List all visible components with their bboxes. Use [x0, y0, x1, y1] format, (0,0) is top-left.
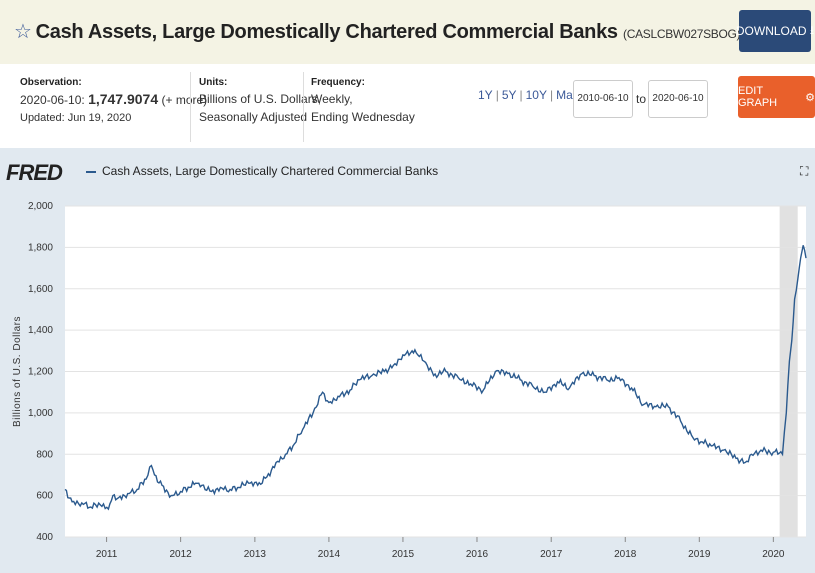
x-tick-label: 2012 — [169, 549, 192, 560]
x-tick-label: 2014 — [318, 549, 341, 560]
y-tick-label: 400 — [36, 532, 53, 543]
x-tick-label: 2020 — [762, 549, 785, 560]
range-10y[interactable]: 10Y — [525, 88, 547, 102]
y-tick-label: 800 — [36, 449, 53, 460]
start-date-input[interactable]: 2010-06-10 — [573, 80, 633, 118]
observation-date: 2020-06-10: — [20, 93, 85, 107]
observation-block: Observation: 2020-06-10: 1,747.9074 (+ m… — [20, 76, 207, 127]
observation-label: Observation: — [20, 77, 82, 88]
units-line2: Seasonally Adjusted — [199, 110, 308, 124]
chart-legend: Cash Assets, Large Domestically Chartere… — [86, 164, 438, 178]
fullscreen-icon[interactable]: ⛶ — [800, 164, 809, 178]
updated-text: Updated: Jun 19, 2020 — [20, 112, 132, 124]
units-line1: Billions of U.S. Dollars, — [199, 92, 322, 106]
frequency-line1: Weekly, — [311, 92, 353, 106]
series-title: Cash Assets, Large Domestically Chartere… — [35, 21, 618, 43]
download-label: DOWNLOAD — [735, 24, 807, 38]
legend-swatch — [86, 170, 96, 173]
x-tick-label: 2015 — [392, 549, 415, 560]
x-tick-label: 2018 — [614, 549, 637, 560]
observation-value: 1,747.9074 — [88, 91, 159, 107]
y-tick-label: 1,600 — [28, 284, 53, 295]
units-label: Units: — [199, 77, 228, 88]
divider — [190, 72, 191, 142]
star-icon[interactable]: ☆ — [14, 21, 32, 43]
x-tick-label: 2013 — [244, 549, 267, 560]
edit-graph-button[interactable]: EDIT GRAPH ⚙ — [738, 76, 815, 118]
series-meta: Observation: 2020-06-10: 1,747.9074 (+ m… — [0, 64, 815, 148]
to-label: to — [636, 92, 647, 106]
y-tick-label: 1,200 — [28, 367, 53, 378]
page-title: ☆ Cash Assets, Large Domestically Charter… — [14, 19, 741, 44]
divider — [303, 72, 304, 142]
y-tick-label: 600 — [36, 491, 53, 502]
range-selector: 1Y | 5Y | 10Y | Max — [478, 88, 579, 102]
range-1y[interactable]: 1Y — [478, 88, 493, 102]
y-tick-label: 1,400 — [28, 325, 53, 336]
frequency-label: Frequency: — [311, 77, 365, 88]
line-chart: 400 600 800 1,000 1,200 1,400 1,600 1,800 2,000 2… — [12, 201, 807, 560]
observation-more-link[interactable]: (+ more) — [161, 93, 208, 107]
title-bar: ☆ Cash Assets, Large Domestically Charter… — [0, 0, 815, 64]
units-block: Units: Billions of U.S. Dollars, Seasona… — [199, 76, 321, 126]
download-icon: ⭳ — [809, 22, 815, 37]
x-tick-label: 2017 — [540, 549, 563, 560]
chart-area: FRED Cash Assets, Large Domestically Cha… — [0, 148, 815, 573]
series-code: (CASLCBW027SBOG) — [623, 27, 741, 41]
y-tick-label: 1,000 — [28, 408, 53, 419]
download-button[interactable]: DOWNLOAD ⭳ — [735, 10, 815, 52]
series-line — [64, 245, 807, 511]
y-axis-label: Billions of U.S. Dollars — [12, 316, 23, 427]
x-tick-label: 2016 — [466, 549, 489, 560]
frequency-block: Frequency: Weekly, Ending Wednesday — [311, 76, 415, 126]
end-date-input[interactable]: 2020-06-10 — [648, 80, 708, 118]
x-tick-label: 2019 — [688, 549, 711, 560]
y-tick-label: 1,800 — [28, 242, 53, 253]
edit-graph-label: EDIT GRAPH — [738, 85, 778, 109]
legend-label: Cash Assets, Large Domestically Chartere… — [102, 164, 439, 178]
x-tick-label: 2011 — [96, 549, 118, 560]
y-tick-label: 2,000 — [28, 201, 53, 212]
range-5y[interactable]: 5Y — [501, 88, 517, 102]
fred-logo: FRED — [6, 160, 63, 185]
frequency-line2: Ending Wednesday — [311, 110, 415, 124]
gear-icon: ⚙ — [805, 91, 815, 104]
